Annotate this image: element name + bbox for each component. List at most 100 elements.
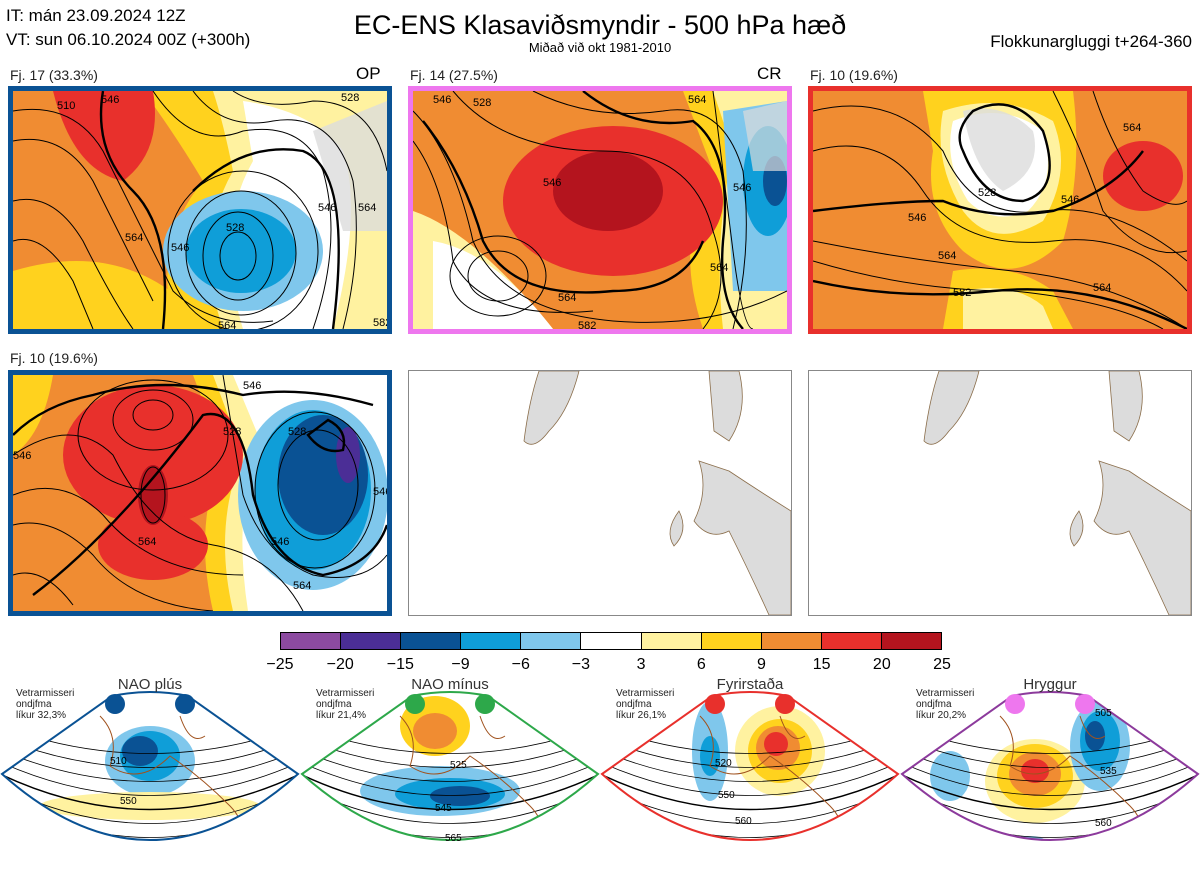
panel-1-label: Fj. 17 (33.3%)	[10, 67, 98, 83]
regime-info: Vetrarmisseri ondjfma líkur 26,1%	[616, 688, 675, 721]
colorbar-bin	[881, 633, 942, 649]
panel-2-tag: CR	[757, 64, 782, 83]
regime-name: Hryggur	[1023, 676, 1077, 693]
cluster-map-1: 510 528 546 564 546 564 546 528 564 582	[8, 86, 392, 334]
colorbar-bin	[521, 633, 582, 649]
colorbar-tick-label: 9	[757, 656, 766, 673]
classification-window: Flokkunargluggi t+264-360	[990, 32, 1192, 51]
colorbar-tick-label: 15	[812, 656, 831, 673]
regime-contour-label: 550	[120, 796, 137, 807]
colorbar-bin	[281, 633, 342, 649]
contour-label: 564	[558, 292, 576, 304]
colorbar-bin	[641, 633, 702, 649]
contour-label: 582	[373, 317, 387, 329]
regime-contour-label: 565	[445, 833, 462, 844]
contour-label: 564	[138, 536, 156, 548]
colorbar-bin	[701, 633, 762, 649]
contour-label: 546	[1061, 194, 1079, 206]
regime-contour-label: 520	[715, 758, 732, 769]
contour-label: 564	[710, 262, 728, 274]
contour-label: 564	[1123, 122, 1141, 134]
contour-label: 564	[125, 232, 143, 244]
regime-contour-label: 560	[1095, 818, 1112, 829]
regime-map: 525 545 565	[300, 691, 600, 844]
contour-label: 564	[218, 320, 236, 329]
regime-contour-label: 510	[110, 756, 127, 767]
contour-label: 528	[223, 426, 241, 438]
anomaly-colorbar	[280, 632, 942, 650]
panel-2-label: Fj. 14 (27.5%)	[410, 67, 498, 83]
contour-label: 582	[953, 287, 971, 299]
contour-label: 582	[578, 320, 596, 329]
colorbar-tick-label: 25	[933, 656, 951, 673]
cluster-map-2: 528 546 546 564 546 564 564 582	[408, 86, 792, 334]
contour-label: 546	[543, 177, 561, 189]
regime-contour-label: 535	[1100, 766, 1117, 777]
panel-1-tag: OP	[356, 64, 381, 83]
page-subtitle: Miðað við okt 1981-2010	[528, 40, 672, 55]
regime-contour-label: 505	[1095, 708, 1112, 719]
colorbar-tick-label: 20	[872, 656, 891, 673]
contour-label: 546	[433, 94, 451, 106]
contour-label: 546	[908, 212, 926, 224]
regime-info: Vetrarmisseri ondjfma líkur 21,4%	[316, 688, 375, 721]
colorbar-bin	[341, 633, 402, 649]
regime-marker-dot	[775, 694, 795, 714]
regime-contour-label: 550	[718, 790, 735, 801]
contour-label: 564	[1093, 282, 1111, 294]
regime-panel: 505 535 560 Hryggur Vetrarmisseri ondjfma líku…	[900, 676, 1200, 871]
contour-label: 564	[688, 94, 706, 106]
contour-label: 546	[171, 242, 189, 254]
contour-label: 546	[318, 202, 336, 214]
regime-panel: 525 545 565 NAO mínus Vetrarmisseri ondjfma lí…	[300, 676, 600, 871]
cluster-map-3: 546 528 546 564 564 582 564	[808, 86, 1192, 334]
colorbar-tick-label: −9	[451, 656, 470, 673]
regime-marker-dot	[1075, 694, 1095, 714]
contour-label: 528	[473, 97, 491, 109]
regime-map: 505 535 560	[900, 691, 1200, 841]
regime-contour-label: 545	[435, 803, 452, 814]
contour-label: 528	[341, 92, 359, 104]
contour-label: 510	[57, 100, 75, 112]
contour-label: 546	[373, 486, 387, 498]
regime-map: 510 550	[0, 691, 300, 841]
regime-info: Vetrarmisseri ondjfma líkur 20,2%	[916, 688, 975, 721]
regime-marker-dot	[405, 694, 425, 714]
panel-4-label: Fj. 10 (19.6%)	[10, 350, 98, 366]
cluster-map-4: 546 546 528 528 564 546 546 564	[8, 370, 392, 616]
regime-marker-dot	[105, 694, 125, 714]
regime-name: Fyrirstaða	[716, 676, 784, 693]
regime-panel: 510 550 NAO plús Vetrarmisseri ondjfma líkur …	[0, 676, 300, 871]
regime-map: 520 550 560	[600, 691, 900, 841]
contour-label: 528	[288, 426, 306, 438]
regime-name: NAO mínus	[411, 676, 489, 693]
contour-label: 546	[733, 182, 751, 194]
regime-marker-dot	[475, 694, 495, 714]
init-time: IT: mán 23.09.2024 12Z	[6, 6, 186, 25]
contour-label: 564	[938, 250, 956, 262]
colorbar-bin	[461, 633, 522, 649]
contour-label: 528	[978, 187, 996, 199]
regime-name: NAO plús	[117, 676, 183, 693]
empty-map-6	[808, 370, 1192, 616]
colorbar-bin	[401, 633, 462, 649]
contour-label: 546	[243, 380, 261, 392]
regime-info: Vetrarmisseri ondjfma líkur 32,3%	[16, 688, 75, 721]
valid-time: VT: sun 06.10.2024 00Z (+300h)	[6, 30, 251, 49]
contour-label: 564	[358, 202, 376, 214]
contour-label: 546	[271, 536, 289, 548]
colorbar-tick-label: −6	[511, 656, 530, 673]
colorbar-tick-label: 6	[696, 656, 706, 673]
page-title: EC-ENS Klasaviðsmyndir - 500 hPa hæð	[353, 10, 847, 40]
colorbar-bin	[761, 633, 822, 649]
regime-panel: 520 550 560 Fyrirstaða Vetrarmisseri ondjfma l…	[600, 676, 900, 871]
colorbar-bin	[581, 633, 642, 649]
colorbar-bin	[821, 633, 882, 649]
colorbar-tick-label: −25	[266, 656, 294, 673]
colorbar-tick-label: 3	[636, 656, 646, 673]
contour-label: 546	[13, 450, 31, 462]
regime-marker-dot	[705, 694, 725, 714]
contour-label: 564	[293, 580, 311, 592]
regime-contour-label: 525	[450, 760, 467, 771]
panel-3-label: Fj. 10 (19.6%)	[810, 67, 898, 83]
